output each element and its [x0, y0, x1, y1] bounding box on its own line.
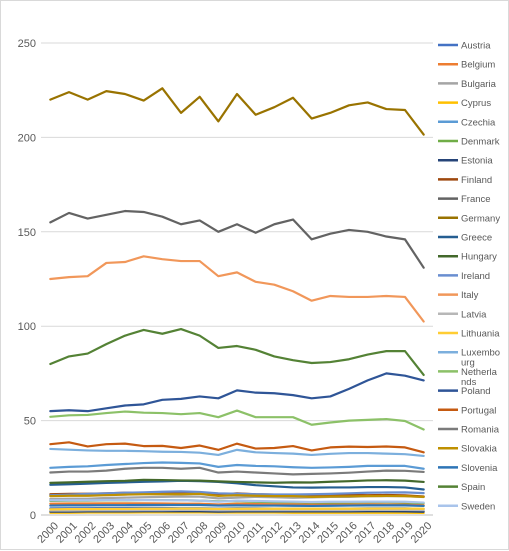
series-line-spain — [49, 327, 425, 377]
legend-item-italy[interactable]: Italy — [438, 290, 479, 301]
series-line-belgium — [49, 502, 425, 507]
series-line-lithuania — [49, 507, 425, 511]
legend-label: Finland — [461, 175, 492, 186]
legend-label: Denmark — [461, 137, 500, 148]
legend-item-belgium[interactable]: Belgium — [438, 60, 495, 71]
legend-item-greece[interactable]: Greece — [438, 233, 492, 244]
legend-label: Slovenia — [461, 463, 498, 474]
y-tick-label: 0 — [30, 510, 36, 522]
gridlines — [41, 42, 433, 516]
legend-item-denmark[interactable]: Denmark — [438, 137, 500, 148]
plot-series — [49, 87, 425, 515]
series-line-latvia — [49, 508, 425, 512]
y-tick-label: 250 — [18, 38, 36, 50]
legend-item-estonia[interactable]: Estonia — [438, 156, 493, 167]
legend-item-romania[interactable]: Romania — [438, 425, 500, 436]
y-axis-ticks: 0 50 100 150 200 250 — [18, 38, 36, 522]
legend-label: Spain — [461, 482, 485, 493]
series-line-germany — [49, 87, 425, 136]
legend-item-lithuania[interactable]: Lithuania — [438, 329, 500, 340]
series-line-italy — [49, 255, 425, 323]
y-tick-label: 200 — [18, 132, 36, 144]
y-tick-label: 100 — [18, 321, 36, 333]
x-tick-label: 2020 — [409, 520, 435, 546]
legend-label: France — [461, 194, 491, 205]
legend-label: Sweden — [461, 501, 495, 512]
series-line-portugal — [49, 441, 425, 454]
series-line-netherlands — [49, 409, 425, 431]
legend-label: Italy — [461, 290, 479, 301]
legend-label: Czechia — [461, 117, 496, 128]
legend-label: Lithuania — [461, 329, 500, 340]
series-line-sweden — [49, 498, 425, 504]
legend-item-czechia[interactable]: Czechia — [438, 117, 496, 128]
legend-item-austria[interactable]: Austria — [438, 41, 491, 52]
legend-label: Netherla — [461, 367, 498, 378]
series-line-hungary — [49, 478, 425, 484]
legend-item-slovakia[interactable]: Slovakia — [438, 444, 498, 455]
legend-item-slovenia[interactable]: Slovenia — [438, 463, 498, 474]
legend-label: Poland — [461, 386, 491, 397]
legend-label: nds — [461, 377, 477, 388]
series-line-luxembourg — [49, 447, 425, 458]
legend-label: Ireland — [461, 271, 490, 282]
legend-item-spain[interactable]: Spain — [438, 482, 485, 493]
legend: Austria Belgium Bulgaria Cyprus Czechia Denma… — [438, 41, 500, 512]
legend-item-finland[interactable]: Finland — [438, 175, 492, 186]
legend-label: Luxembo — [461, 348, 500, 359]
legend-label: Greece — [461, 233, 492, 244]
legend-item-ireland[interactable]: Ireland — [438, 271, 490, 282]
legend-label: Latvia — [461, 309, 487, 320]
legend-item-france[interactable]: France — [438, 194, 491, 205]
series-line-france — [49, 209, 425, 269]
y-tick-label: 50 — [24, 416, 36, 428]
legend-label: Belgium — [461, 60, 495, 71]
legend-label: Estonia — [461, 156, 493, 167]
series-line-poland — [49, 372, 425, 413]
y-tick-label: 150 — [18, 227, 36, 239]
legend-item-poland[interactable]: Poland — [438, 386, 491, 397]
series-line-slovenia — [49, 503, 425, 508]
series-line-cyprus — [49, 511, 425, 515]
legend-item-hungary[interactable]: Hungary — [438, 252, 497, 263]
legend-item-sweden[interactable]: Sweden — [438, 501, 495, 512]
legend-item-cyprus[interactable]: Cyprus — [438, 98, 491, 109]
series-line-czechia — [49, 461, 425, 470]
legend-item-portugal[interactable]: Portugal — [438, 405, 496, 416]
legend-label: urg — [461, 358, 475, 369]
legend-item-bulgaria[interactable]: Bulgaria — [438, 79, 497, 90]
x-axis-ticks: 2000200120022003200420052006200720082009… — [35, 520, 434, 546]
series-line-greece — [49, 479, 425, 491]
legend-item-germany[interactable]: Germany — [438, 213, 500, 224]
series-line-slovakia — [49, 492, 425, 498]
series-line-romania — [49, 466, 425, 476]
legend-label: Germany — [461, 213, 500, 224]
legend-label: Cyprus — [461, 98, 491, 109]
series-line-estonia — [49, 510, 425, 513]
legend-label: Bulgaria — [461, 79, 497, 90]
series-line-ireland — [49, 490, 425, 497]
legend-label: Austria — [461, 41, 491, 52]
legend-item-latvia[interactable]: Latvia — [438, 309, 487, 320]
legend-label: Slovakia — [461, 444, 498, 455]
legend-label: Hungary — [461, 252, 497, 263]
legend-label: Romania — [461, 425, 500, 436]
legend-label: Portugal — [461, 405, 496, 416]
